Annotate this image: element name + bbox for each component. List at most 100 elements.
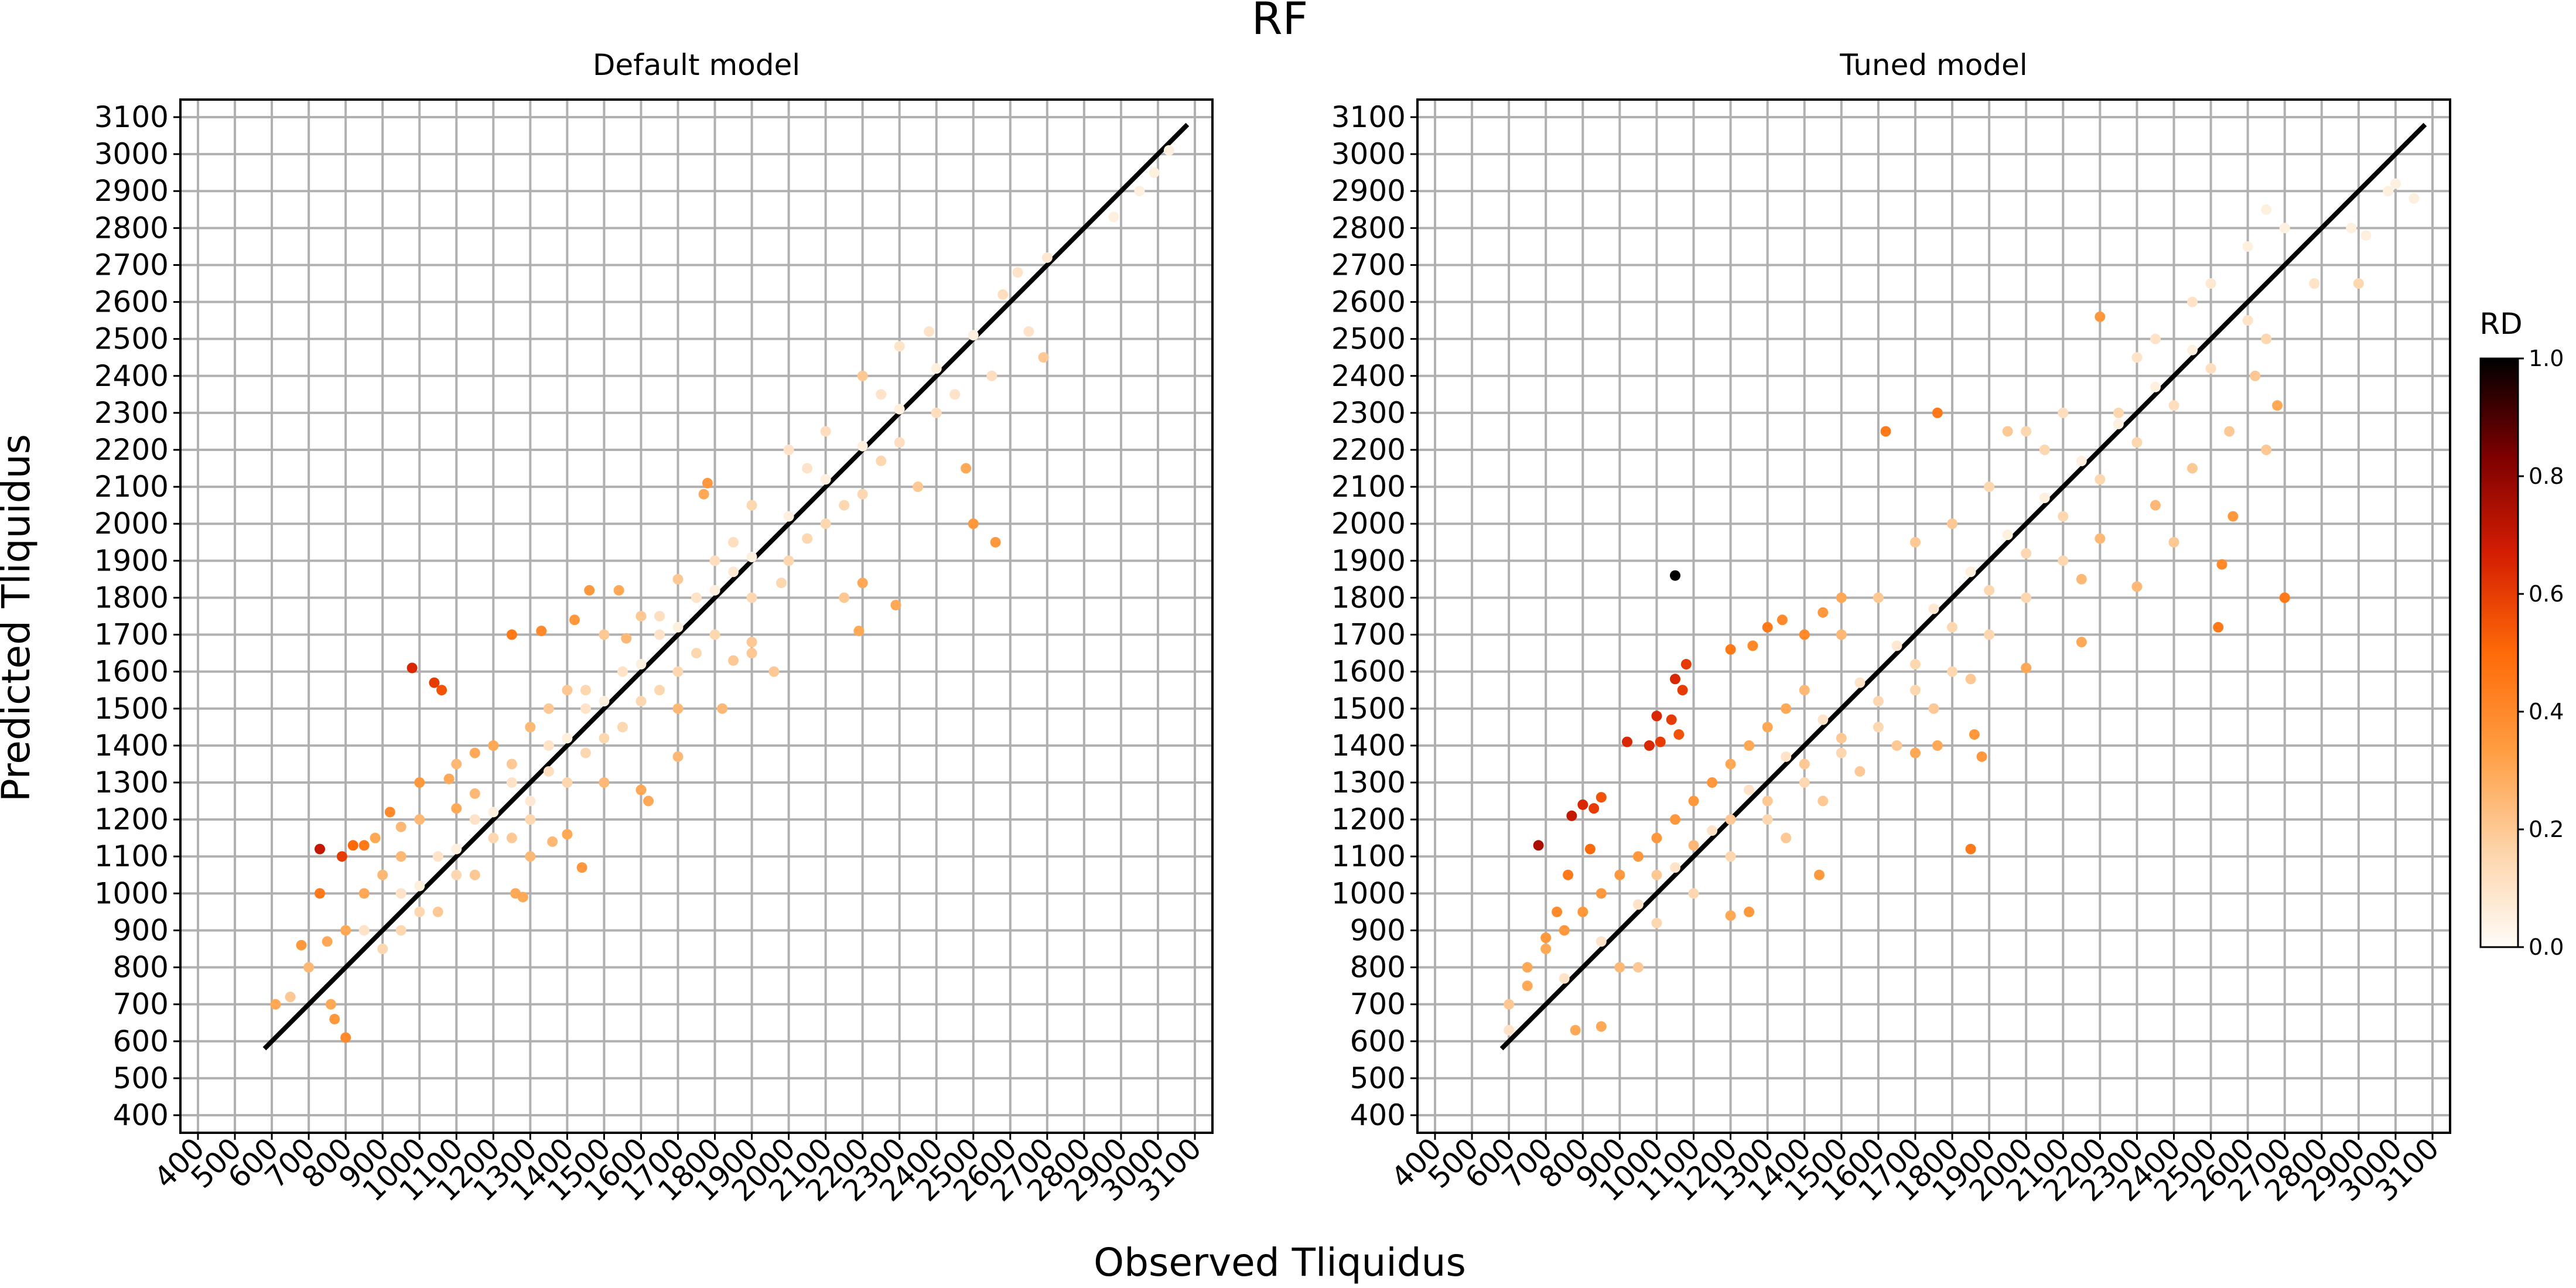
y-tick-label: 2800 — [94, 211, 169, 245]
data-point — [1632, 851, 1644, 862]
y-tick-label: 2100 — [1331, 470, 1406, 504]
data-point — [2250, 370, 2261, 381]
data-point — [820, 426, 831, 437]
data-point — [728, 537, 739, 548]
data-point — [1762, 722, 1773, 733]
data-point — [358, 888, 370, 899]
data-point — [1540, 944, 1552, 954]
y-tick-label: 500 — [113, 1061, 169, 1095]
data-point — [2383, 186, 2394, 197]
data-point — [636, 696, 647, 707]
data-point — [336, 851, 347, 862]
data-point — [1559, 925, 1570, 936]
data-point — [931, 363, 942, 374]
data-point — [746, 500, 757, 511]
y-tick-label: 900 — [113, 913, 169, 947]
default-model-panel: Default model400500600700800900100011001… — [94, 48, 1214, 1208]
data-point — [506, 832, 517, 843]
data-point — [1707, 777, 1718, 788]
data-point — [562, 829, 573, 840]
data-point — [580, 703, 591, 714]
data-point — [691, 648, 702, 659]
y-tick-label: 1900 — [1331, 544, 1406, 578]
data-point — [1836, 629, 1847, 640]
data-point — [1522, 980, 1533, 992]
data-point — [488, 807, 499, 818]
data-point — [853, 626, 865, 637]
data-point — [961, 463, 972, 474]
panel-title: Tuned model — [1839, 48, 2027, 82]
data-point — [285, 992, 296, 1003]
data-point — [1038, 352, 1049, 363]
data-point — [1688, 888, 1699, 899]
data-point — [340, 1032, 351, 1043]
data-point — [2150, 500, 2161, 511]
y-tick-label: 900 — [1350, 913, 1406, 947]
data-point — [525, 722, 536, 733]
data-point — [414, 906, 425, 917]
data-point — [370, 832, 381, 843]
data-point — [931, 407, 942, 418]
data-point — [613, 585, 624, 596]
data-point — [2390, 178, 2401, 189]
data-point — [469, 747, 480, 759]
y-tick-label: 2500 — [94, 322, 169, 356]
data-point — [746, 648, 757, 659]
data-point — [358, 840, 370, 851]
data-point — [746, 592, 757, 603]
figure-title: RF — [1252, 0, 1309, 45]
data-point — [2261, 445, 2272, 455]
data-point — [709, 629, 720, 640]
y-tick-label: 2300 — [1331, 396, 1406, 430]
plot-frame — [1416, 98, 2451, 1134]
data-point — [783, 555, 794, 566]
data-point — [857, 370, 868, 381]
data-point — [2039, 493, 2050, 504]
data-point — [1688, 795, 1699, 807]
data-point — [1984, 629, 1995, 640]
data-point — [1504, 999, 1515, 1010]
data-point — [1799, 777, 1810, 788]
y-tick-label: 1600 — [94, 655, 169, 689]
data-point — [1651, 710, 1662, 722]
data-point — [599, 696, 610, 707]
data-point — [543, 740, 554, 751]
data-point — [1880, 426, 1891, 437]
data-point — [2353, 278, 2364, 289]
data-point — [1836, 747, 1847, 759]
y-tick-label: 2000 — [94, 507, 169, 541]
colorbar-label: RD — [2479, 307, 2522, 341]
data-point — [2309, 278, 2320, 289]
data-point — [377, 869, 388, 880]
data-point — [1632, 962, 1644, 973]
data-point — [329, 1013, 340, 1024]
data-point — [525, 795, 536, 807]
data-point — [488, 740, 499, 751]
y-tick-label: 400 — [1350, 1098, 1406, 1132]
data-point — [1928, 703, 1939, 714]
data-point — [1909, 685, 1921, 696]
y-tick-label: 2700 — [1331, 248, 1406, 282]
data-point — [2095, 311, 2106, 322]
data-point — [913, 481, 924, 493]
y-tick-label: 1300 — [94, 766, 169, 800]
data-point — [802, 533, 813, 544]
data-point — [839, 592, 850, 603]
data-point — [1781, 751, 1792, 762]
data-point — [1688, 840, 1699, 851]
data-point — [2408, 193, 2420, 204]
y-tick-label: 1700 — [94, 618, 169, 652]
data-point — [1023, 326, 1034, 337]
data-point — [1909, 747, 1921, 759]
data-point — [1522, 962, 1533, 973]
colorbar-tick-label: 0.4 — [2529, 699, 2564, 725]
colorbar-tick-label: 0.6 — [2529, 581, 2564, 607]
data-point — [1909, 659, 1921, 670]
data-point — [1984, 585, 1995, 596]
data-point — [1965, 566, 1976, 578]
data-point — [395, 888, 406, 899]
data-point — [1596, 888, 1607, 899]
data-point — [2227, 511, 2239, 522]
data-point — [702, 477, 713, 488]
